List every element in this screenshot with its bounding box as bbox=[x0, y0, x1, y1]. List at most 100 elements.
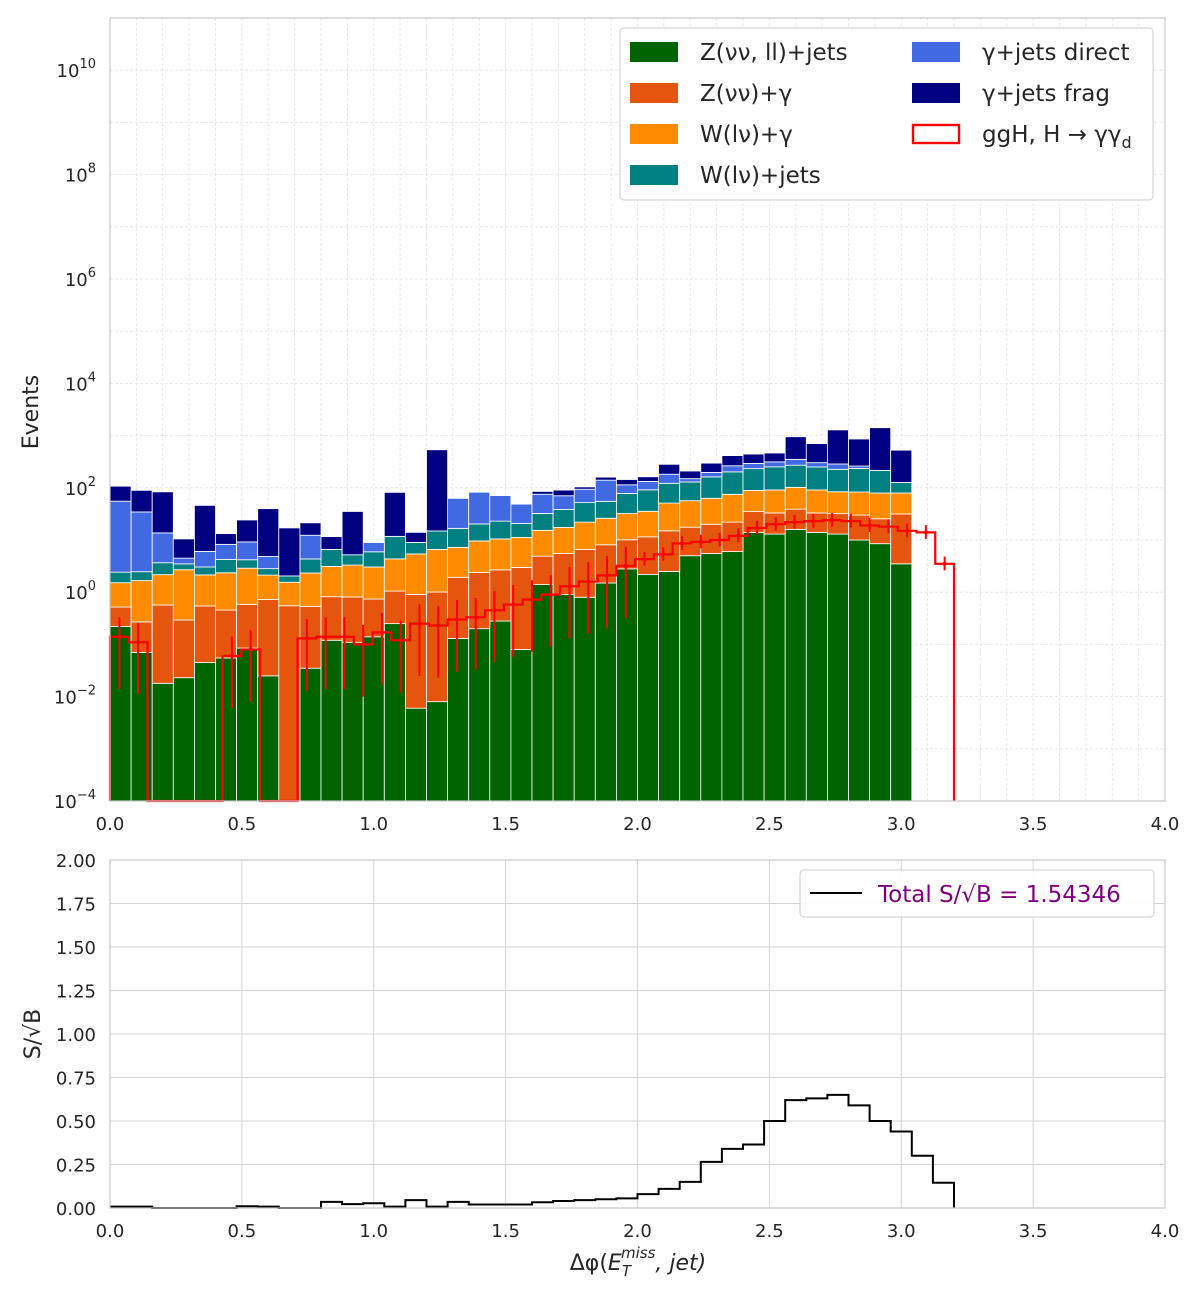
top-x-tick-label: 0.5 bbox=[228, 814, 257, 835]
bar-segment bbox=[151, 532, 174, 564]
bar-segment bbox=[531, 493, 554, 514]
bar-segment bbox=[404, 594, 427, 709]
bottom-legend-box bbox=[799, 869, 1155, 918]
bar-segment bbox=[383, 558, 406, 592]
signal-point bbox=[773, 522, 778, 527]
bar-segment bbox=[848, 438, 871, 467]
bar-segment bbox=[299, 572, 322, 607]
bar-segment bbox=[193, 566, 216, 576]
bar-segment bbox=[679, 481, 702, 502]
top-legend-box bbox=[619, 27, 1154, 201]
bar-segment bbox=[510, 649, 533, 802]
bar-segment bbox=[426, 530, 449, 550]
bar-segment bbox=[130, 511, 153, 573]
bar-segment bbox=[215, 609, 238, 659]
bar-segment bbox=[658, 473, 681, 484]
bar-segment bbox=[236, 559, 259, 569]
signal-point bbox=[661, 552, 666, 557]
top-y-tick-label: 104 bbox=[65, 370, 96, 395]
bar-segment bbox=[742, 531, 765, 802]
bar-segment bbox=[827, 429, 849, 465]
bar-segment bbox=[616, 479, 638, 486]
bar-segment bbox=[468, 523, 491, 542]
bar-segment bbox=[193, 574, 216, 607]
bar-segment bbox=[890, 482, 913, 494]
signal-point bbox=[811, 519, 816, 524]
bar-segment bbox=[658, 463, 681, 475]
signal-point bbox=[848, 519, 853, 524]
bar-segment bbox=[637, 476, 660, 482]
bar-segment bbox=[594, 500, 617, 519]
bar-segment bbox=[383, 590, 406, 625]
bar-segment bbox=[130, 580, 153, 623]
bar-segment bbox=[172, 557, 195, 565]
bar-segment bbox=[721, 551, 744, 802]
bottom-y-tick-label: 1.75 bbox=[56, 895, 96, 916]
legend-label: γ+jets frag bbox=[982, 81, 1110, 107]
bar-segment bbox=[151, 562, 174, 576]
bottom-y-tick-label: 0.25 bbox=[56, 1156, 96, 1177]
top-x-tick-label: 2.5 bbox=[755, 814, 784, 835]
signal-point bbox=[398, 638, 403, 643]
bar-segment bbox=[679, 555, 702, 802]
bar-segment bbox=[426, 548, 449, 593]
bottom-x-axis-label: Δφ(ETmiss, jet) bbox=[570, 1244, 707, 1280]
bar-segment bbox=[151, 682, 174, 802]
bar-segment bbox=[573, 486, 596, 490]
bar-segment bbox=[573, 488, 596, 504]
signal-point bbox=[511, 602, 516, 607]
bar-segment bbox=[130, 571, 153, 581]
top-y-tick-label: 108 bbox=[65, 162, 96, 187]
bar-segment bbox=[489, 620, 512, 802]
bar-segment bbox=[130, 652, 153, 802]
bar-segment bbox=[468, 628, 491, 802]
bottom-y-tick-label: 2.00 bbox=[56, 851, 96, 872]
signal-point bbox=[136, 640, 141, 645]
top-x-tick-label: 3.5 bbox=[1019, 814, 1048, 835]
signal-point bbox=[248, 647, 253, 652]
bar-segment bbox=[257, 574, 280, 600]
bar-segment bbox=[383, 491, 406, 537]
bottom-x-tick-label: 4.0 bbox=[1151, 1221, 1180, 1242]
bar-segment bbox=[257, 568, 280, 576]
bottom-x-tick-label: 1.5 bbox=[491, 1221, 520, 1242]
bar-segment bbox=[278, 527, 301, 577]
bar-segment bbox=[742, 468, 765, 491]
bar-segment bbox=[531, 529, 554, 557]
bar-segment bbox=[383, 623, 406, 802]
bar-segment bbox=[700, 553, 723, 802]
bar-segment bbox=[890, 449, 913, 483]
signal-point bbox=[361, 642, 366, 647]
legend-swatch bbox=[630, 42, 678, 62]
bar-segment bbox=[742, 453, 765, 464]
signal-point bbox=[567, 584, 572, 589]
bar-segment bbox=[827, 468, 849, 493]
bar-segment bbox=[383, 535, 406, 560]
bar-segment bbox=[109, 582, 132, 608]
bar-segment bbox=[215, 558, 238, 574]
bar-segment bbox=[193, 551, 216, 568]
signal-point bbox=[886, 524, 891, 529]
signal-point bbox=[830, 518, 835, 523]
bar-segment bbox=[510, 523, 533, 538]
signal-point bbox=[473, 615, 478, 620]
bar-segment bbox=[890, 563, 913, 802]
bottom-x-tick-label: 2.0 bbox=[623, 1221, 652, 1242]
signal-point bbox=[698, 539, 703, 544]
bar-segment bbox=[172, 677, 195, 802]
top-x-tick-label: 0.0 bbox=[96, 814, 125, 835]
bottom-x-tick-label: 0.0 bbox=[96, 1221, 125, 1242]
bar-segment bbox=[109, 571, 132, 584]
signal-point bbox=[736, 533, 741, 538]
signal-point bbox=[942, 561, 947, 566]
top-stacked-bars bbox=[109, 427, 913, 802]
bottom-y-tick-labels: 0.00 0.25 0.50 0.75 1.00 1.25 1.50 1.75 2.00 bbox=[56, 851, 96, 1220]
bar-segment bbox=[404, 553, 427, 595]
bar-segment bbox=[658, 482, 681, 504]
bar-segment bbox=[236, 647, 259, 802]
legend-swatch bbox=[912, 42, 960, 62]
bottom-panel: 0.0 0.5 1.0 1.5 2.0 2.5 3.0 3.5 4.0 0.00 0.25 0.50… bbox=[21, 851, 1179, 1280]
bar-segment bbox=[763, 466, 786, 491]
bar-segment bbox=[447, 546, 470, 578]
bottom-y-tick-label: 0.75 bbox=[56, 1069, 96, 1090]
